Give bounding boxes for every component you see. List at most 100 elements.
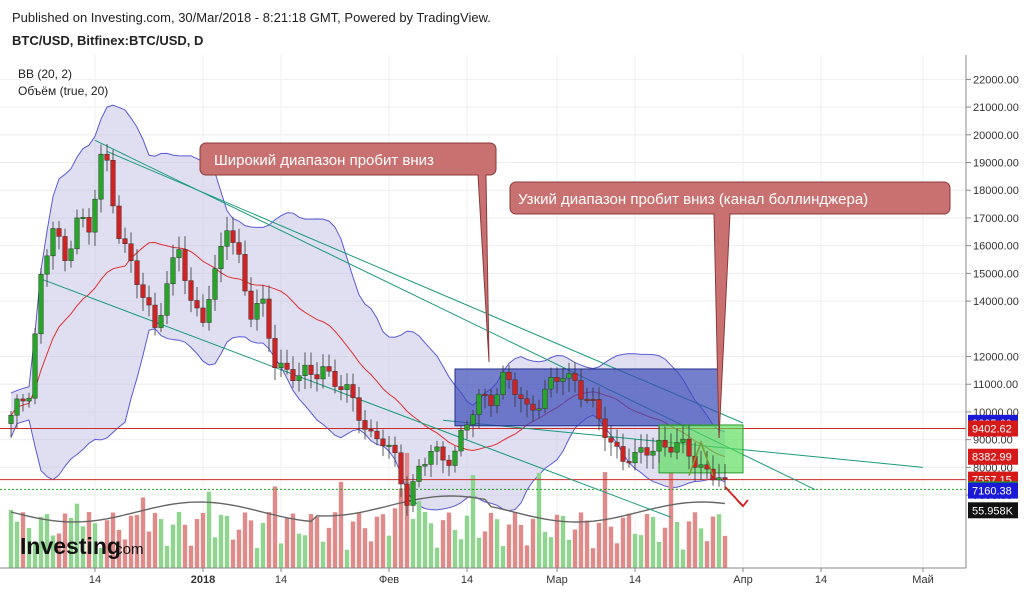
arrow-up-icon — [688, 440, 714, 476]
chart-symbol: BTC/USD, Bitfinex:BTC/USD, D — [12, 33, 204, 48]
candle-body — [470, 414, 476, 426]
volume-bar — [572, 529, 578, 568]
volume-bar — [26, 528, 32, 568]
volume-bar — [74, 503, 80, 568]
candle-body — [332, 370, 338, 387]
volume-bar — [314, 516, 320, 568]
y-tick-label: 15000.00 — [973, 268, 1019, 280]
candle-body — [152, 304, 158, 328]
x-tick-label: Фев — [379, 574, 399, 586]
y-tick-label: 18000.00 — [973, 185, 1019, 197]
price-label-bg — [968, 420, 1018, 437]
candle-body — [218, 246, 224, 269]
volume-bar — [50, 535, 56, 568]
investing-logo: Investing .com — [20, 533, 144, 559]
y-tick-label: 8000.00 — [973, 462, 1013, 474]
volume-bar — [434, 547, 440, 568]
candle-body — [650, 450, 656, 456]
candle-body — [524, 398, 530, 405]
volume-bar — [722, 535, 728, 568]
candle-body — [38, 273, 44, 335]
y-tick-label: 21000.00 — [973, 102, 1019, 114]
breakout-arrows — [688, 440, 749, 508]
candle-body — [26, 397, 32, 402]
plot-background — [0, 0, 966, 568]
candle-body — [8, 415, 14, 424]
volume-bar — [506, 524, 512, 568]
candle-body — [200, 307, 206, 323]
indicator-volume[interactable]: Объём (true, 20) — [18, 84, 109, 98]
volume-bar — [140, 497, 146, 568]
price-label: 55.958K — [972, 505, 1014, 517]
volume-bar — [98, 547, 104, 568]
volume-bar — [218, 514, 224, 568]
volume-bar — [350, 521, 356, 568]
volume-bar — [230, 539, 236, 568]
annotation-callouts: Широкий диапазон пробит вниз Узкий диапа… — [199, 142, 951, 439]
x-tick-label: Мар — [546, 574, 568, 586]
volume-bar — [500, 546, 506, 568]
candlesticks — [8, 144, 728, 516]
volume-bar — [62, 513, 68, 568]
volume-bar — [212, 537, 218, 568]
candle-body — [122, 238, 128, 244]
volume-bar — [560, 515, 566, 568]
candle-body — [554, 377, 560, 382]
price-label-bg — [968, 448, 1018, 465]
volume-bar — [668, 472, 674, 568]
candle-body — [134, 260, 140, 285]
indicator-bb[interactable]: BB (20, 2) — [18, 67, 73, 81]
candle-body — [548, 377, 554, 390]
volume-bar — [686, 521, 692, 568]
candle-body — [458, 429, 464, 452]
x-tick-label: 14 — [275, 574, 287, 586]
candle-body — [212, 268, 218, 300]
volume-bar — [338, 481, 344, 568]
callout-narrow-range: Узкий диапазон пробит вниз (канал боллин… — [509, 181, 951, 439]
volume-bar — [698, 528, 704, 568]
candle-body — [440, 446, 446, 461]
callout-narrow-text: Узкий диапазон пробит вниз (канал боллин… — [518, 191, 868, 208]
price-axis[interactable]: 22000.00 21000.00 20000.00 19000.00 18000.00… — [965, 55, 1019, 568]
candle-body — [128, 243, 134, 261]
volume-bar — [452, 530, 458, 568]
volume-bar — [596, 522, 602, 568]
candle-body — [236, 242, 242, 255]
callout-wide-range: Широкий диапазон пробит вниз — [199, 142, 497, 363]
candle-body — [608, 437, 614, 443]
trend-line — [40, 278, 672, 518]
candle-body — [692, 455, 698, 468]
x-tick-label: Май — [912, 574, 934, 586]
candle-body — [326, 366, 332, 372]
x-tick-label: 14 — [89, 574, 101, 586]
candle-body — [290, 369, 296, 381]
volume-bar — [620, 517, 626, 568]
candle-body — [722, 477, 728, 480]
volume-bar — [650, 516, 656, 568]
time-axis[interactable]: 14 2018 14 Фев 14 Мар 14 Апр 14 Май — [0, 567, 966, 586]
candle-body — [632, 452, 638, 464]
callout-wide-text: Широкий диапазон пробит вниз — [214, 152, 434, 169]
volume-bar — [362, 528, 368, 568]
candle-body — [56, 228, 62, 237]
candle-body — [698, 464, 704, 468]
candle-body — [482, 393, 488, 396]
candle-body — [350, 384, 356, 398]
logo-suffix: .com — [111, 541, 144, 558]
volume-bar — [302, 535, 308, 568]
volume-bar — [242, 512, 248, 568]
candle-body — [560, 378, 566, 382]
volume-bar — [332, 512, 338, 568]
candle-body — [314, 374, 320, 380]
candle-body — [86, 217, 92, 233]
candle-body — [620, 446, 626, 462]
volume-bar — [536, 473, 542, 568]
candle-body — [518, 394, 524, 399]
candle-body — [266, 298, 272, 339]
volume-bar — [566, 539, 572, 568]
volume-bar — [248, 520, 254, 568]
y-tick-label: 12000.00 — [973, 352, 1019, 364]
bb-upper-line — [10, 104, 726, 432]
volume-bar — [692, 512, 698, 568]
